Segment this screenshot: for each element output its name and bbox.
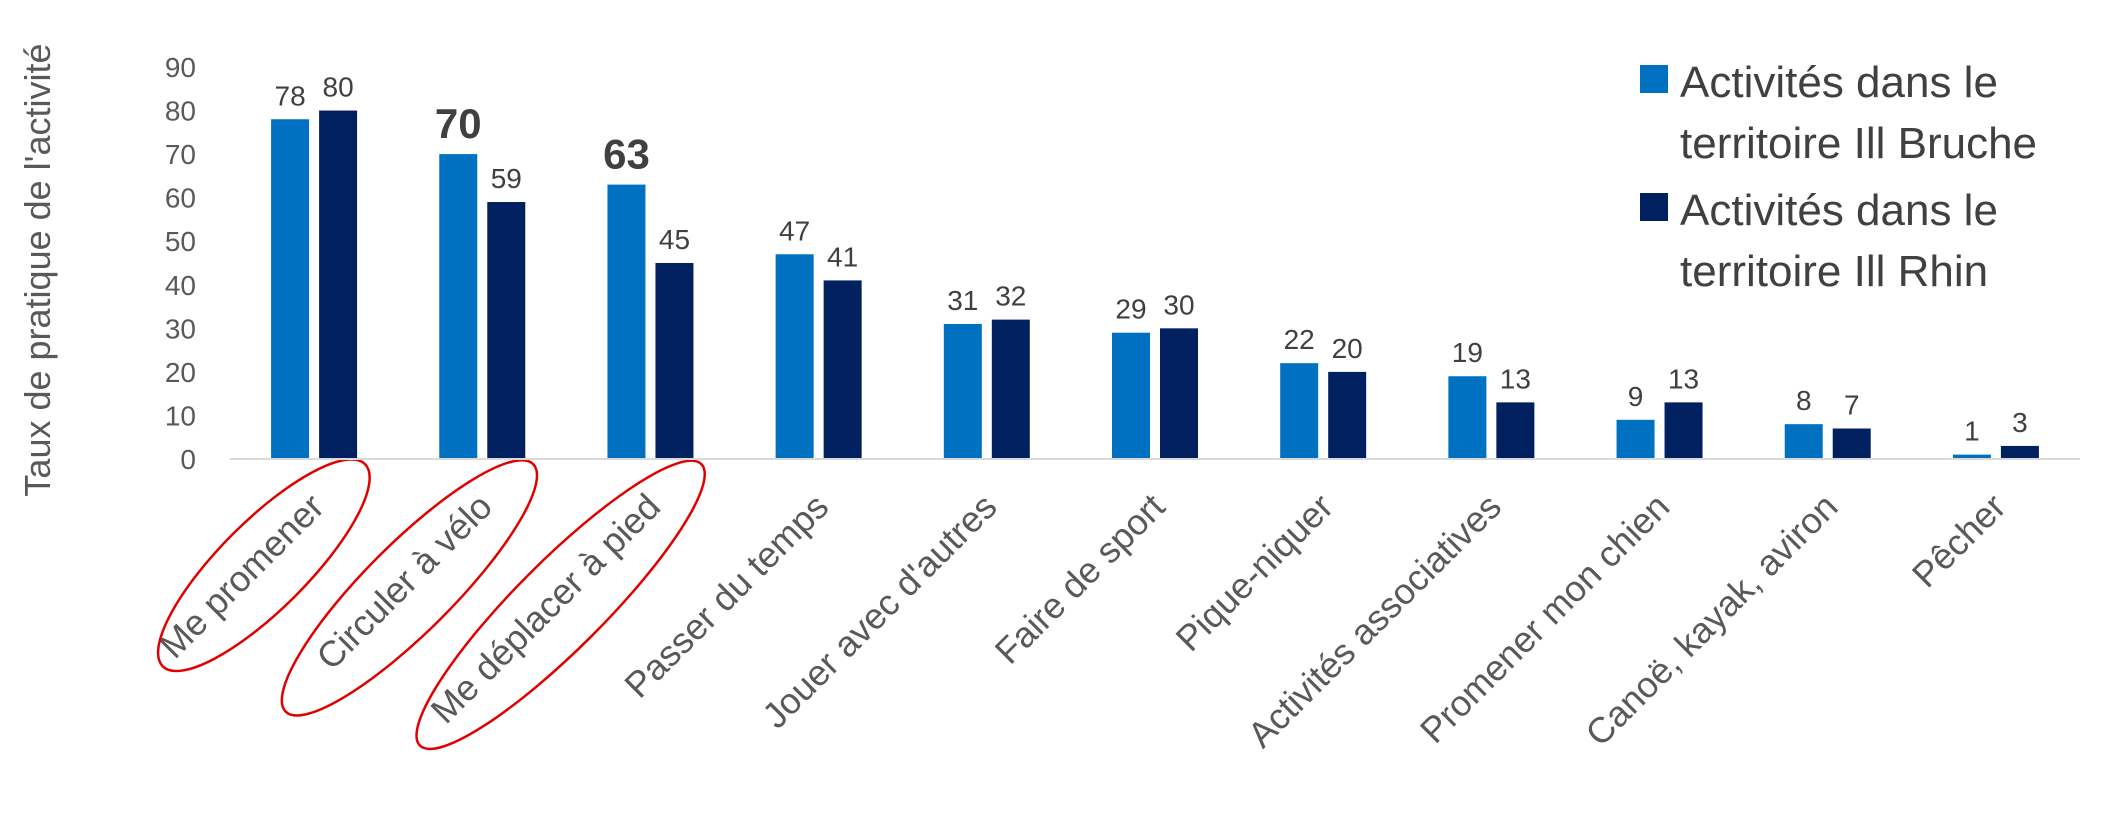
y-tick-label: 50: [165, 226, 196, 257]
highlight-ellipse: [156, 458, 371, 673]
data-label: 8: [1796, 385, 1812, 416]
data-label: 9: [1628, 381, 1644, 412]
bar: [1616, 419, 1655, 459]
y-tick-label: 20: [165, 357, 196, 388]
bar: [1112, 332, 1150, 459]
bar: [1664, 402, 1703, 459]
bar: [655, 263, 694, 459]
bar: [1280, 363, 1319, 459]
data-label: 59: [491, 163, 522, 194]
data-label: 70: [435, 100, 482, 147]
data-label: 47: [779, 215, 810, 246]
bars: [271, 110, 2039, 460]
y-tick-label: 90: [165, 52, 196, 83]
data-label: 78: [275, 80, 306, 111]
y-tick-label: 0: [180, 444, 196, 475]
legend-item-rhin: Activités dans le territoire Ill Rhin: [1636, 180, 2106, 302]
highlight-ellipse: [280, 459, 539, 717]
data-label: 22: [1284, 324, 1315, 355]
bar: [487, 202, 526, 459]
data-label: 45: [659, 224, 690, 255]
data-label: 31: [947, 285, 978, 316]
y-tick-label: 70: [165, 139, 196, 170]
y-tick-label: 80: [165, 96, 196, 127]
bar: [2000, 445, 2039, 459]
data-label: 13: [1500, 363, 1531, 394]
data-label: 3: [2012, 407, 2028, 438]
legend: Activités dans le territoire Ill Bruche …: [1636, 52, 2106, 308]
y-tick-label: 40: [165, 270, 196, 301]
highlight-ellipse: [415, 459, 706, 751]
x-tick-label: Circuler à vélo: [308, 486, 500, 678]
bar: [439, 154, 478, 459]
bar: [1328, 371, 1367, 459]
data-label: 41: [827, 241, 858, 272]
y-tick-label: 10: [165, 400, 196, 431]
y-axis-title: Taux de pratique de l'activité: [17, 43, 58, 496]
legend-item-bruche: Activités dans le territoire Ill Bruche: [1636, 52, 2106, 174]
y-tick-label: 60: [165, 183, 196, 214]
y-tick-label: 30: [165, 313, 196, 344]
bar: [991, 319, 1030, 459]
highlight-circles: [156, 458, 706, 751]
data-label: 19: [1452, 337, 1483, 368]
bar: [1784, 424, 1823, 459]
data-label: 13: [1668, 363, 1699, 394]
data-label: 1: [1964, 416, 1980, 447]
data-label: 80: [323, 72, 354, 103]
bar: [775, 254, 814, 459]
bar: [1952, 454, 1991, 459]
bar: [1160, 328, 1198, 459]
bar: [1448, 376, 1487, 459]
data-label: 7: [1844, 390, 1860, 421]
x-tick-label: Faire de sport: [987, 486, 1173, 672]
legend-swatch-rhin: [1640, 193, 1668, 221]
bar: [823, 280, 862, 459]
legend-label-bruche: Activités dans le territoire Ill Bruche: [1680, 58, 2038, 168]
legend-label-rhin: Activités dans le territoire Ill Rhin: [1680, 186, 1998, 296]
data-label: 63: [603, 131, 650, 178]
legend-swatch-bruche: [1640, 65, 1668, 93]
bar: [319, 110, 358, 460]
bar: [1832, 428, 1871, 459]
bar: [607, 184, 646, 459]
x-tick-label: Pique-niquer: [1167, 486, 1340, 659]
x-tick-label: Me promener: [151, 486, 331, 666]
bar: [1496, 402, 1535, 459]
data-label: 29: [1115, 294, 1146, 325]
data-label: 30: [1163, 289, 1194, 320]
data-label: 32: [995, 281, 1026, 312]
y-axis: 0 10 20 30 40 50 60 70 80 90: [165, 52, 196, 475]
bar: [943, 323, 982, 459]
x-tick-label: Pêcher: [1904, 486, 2014, 596]
data-label: 20: [1332, 333, 1363, 364]
bar: [271, 119, 310, 460]
